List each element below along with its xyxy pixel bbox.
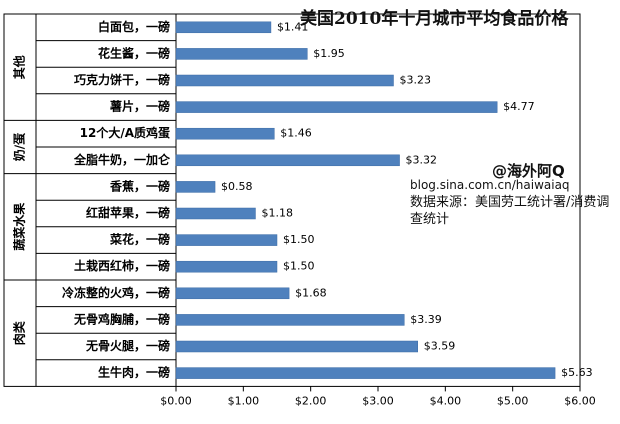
bar [175,260,278,273]
group-label: 肉类 [12,320,27,345]
value-label: $4.77 [503,100,535,113]
bar [175,340,418,353]
x-tick-label: $4.00 [430,394,462,407]
bar [175,154,400,167]
bar [175,74,394,87]
author-credit: @海外阿Q [492,162,565,180]
bar [175,127,275,140]
category-label: 花生酱，一磅 [98,45,170,60]
x-tick-label: $6.00 [564,394,596,407]
x-tick-label: $1.00 [228,394,260,407]
category-label: 冷冻整的火鸡，一磅 [62,285,170,300]
category-label: 土栽西红柿，一磅 [74,258,170,273]
category-label: 白面包，一磅 [98,19,170,34]
value-label: $5.63 [561,366,593,379]
category-label: 12个大/A质鸡蛋 [80,125,170,140]
value-label: $3.59 [424,340,456,353]
category-label: 无骨火腿，一磅 [85,338,170,353]
category-label: 香蕉，一磅 [109,178,170,193]
bar [175,234,278,246]
x-tick-label: $2.00 [295,394,327,407]
x-tick-label: $0.00 [160,394,192,407]
bar [175,367,556,379]
category-label: 生牛肉，一磅 [98,365,170,380]
value-label: $1.68 [295,286,327,299]
group-label: 奶/蛋 [12,133,27,161]
group-label: 蔬菜水果 [12,203,27,251]
chart-frame [3,13,581,387]
value-label: $1.50 [283,260,315,273]
group-label: 其他 [12,55,27,79]
category-label: 巧克力饼干，一磅 [74,72,170,87]
chart-title: 美国2010年十月城市平均食品价格 [300,9,569,29]
bar [175,181,216,193]
bar [175,207,256,220]
x-tick-label: $3.00 [362,394,394,407]
blog-url: blog.sina.com.cn/haiwaiaq [410,178,570,192]
value-label: $3.23 [399,74,431,87]
bar [175,287,290,300]
value-label: $1.50 [283,233,315,246]
value-label: $1.95 [313,47,345,60]
category-label: 红甜苹果，一磅 [86,205,170,220]
bar [175,101,498,113]
category-label: 薯片，一磅 [109,99,170,114]
bar [175,314,405,326]
bar [175,48,308,60]
value-label: $1.46 [280,127,312,140]
value-label: $3.32 [406,153,438,166]
category-label: 菜花，一磅 [109,232,170,247]
bar [175,21,272,34]
value-label: $1.41 [277,20,309,33]
data-source-note: 数据来源：美国劳工统计署/消费调查统计 [410,195,610,227]
category-label: 全脂牛奶，一加仑 [73,152,171,167]
value-label: $0.58 [221,180,253,193]
value-label: $3.39 [410,313,442,326]
value-label: $1.18 [261,207,293,220]
category-label: 无骨鸡胸脯，一磅 [73,311,170,326]
x-tick-label: $5.00 [497,394,529,407]
